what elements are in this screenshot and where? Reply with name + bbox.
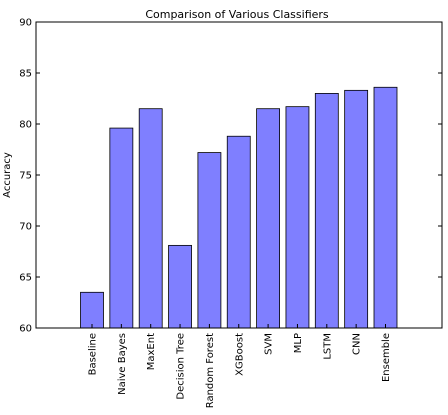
y-tick-label: 75 [19,171,32,182]
x-tick-label: Random Forest [205,333,216,408]
x-tick-label: MLP [293,333,304,353]
y-tick-label: 70 [19,222,32,233]
y-axis-label: Accuracy [2,152,13,198]
bar [226,135,251,329]
x-tick-label: Ensemble [381,333,392,382]
bars-layer [80,86,398,329]
x-tick-label: Baseline [88,333,99,375]
y-tick-label: 80 [19,120,32,131]
x-tick-label: Decision Tree [176,333,187,400]
x-tick-label: XGBoost [234,333,245,376]
x-tick-label: CNN [352,333,363,355]
y-tick-label: 65 [19,273,32,284]
bar [197,152,222,329]
y-tick-label: 90 [19,18,32,29]
y-tick-label: 85 [19,69,32,80]
x-tick-label: MaxEnt [146,333,157,370]
bar [138,108,163,329]
bar [373,86,398,329]
bar [314,93,339,329]
x-tick-label: SVM [264,333,275,355]
chart-title: Comparison of Various Classifiers [145,8,329,21]
bar [285,106,310,329]
bar [109,127,134,329]
bar [344,89,369,329]
bar [80,291,104,329]
plot-frame [35,21,443,329]
x-tick-label: Naive Bayes [117,333,128,395]
y-tick-label: 60 [19,324,32,335]
ticks-layer: 60 65 70 75 80 85 90 Baseline Naive Bayes MaxEnt D… [19,18,442,408]
bar [168,244,192,329]
bar [256,108,281,329]
x-tick-label: LSTM [322,333,333,360]
